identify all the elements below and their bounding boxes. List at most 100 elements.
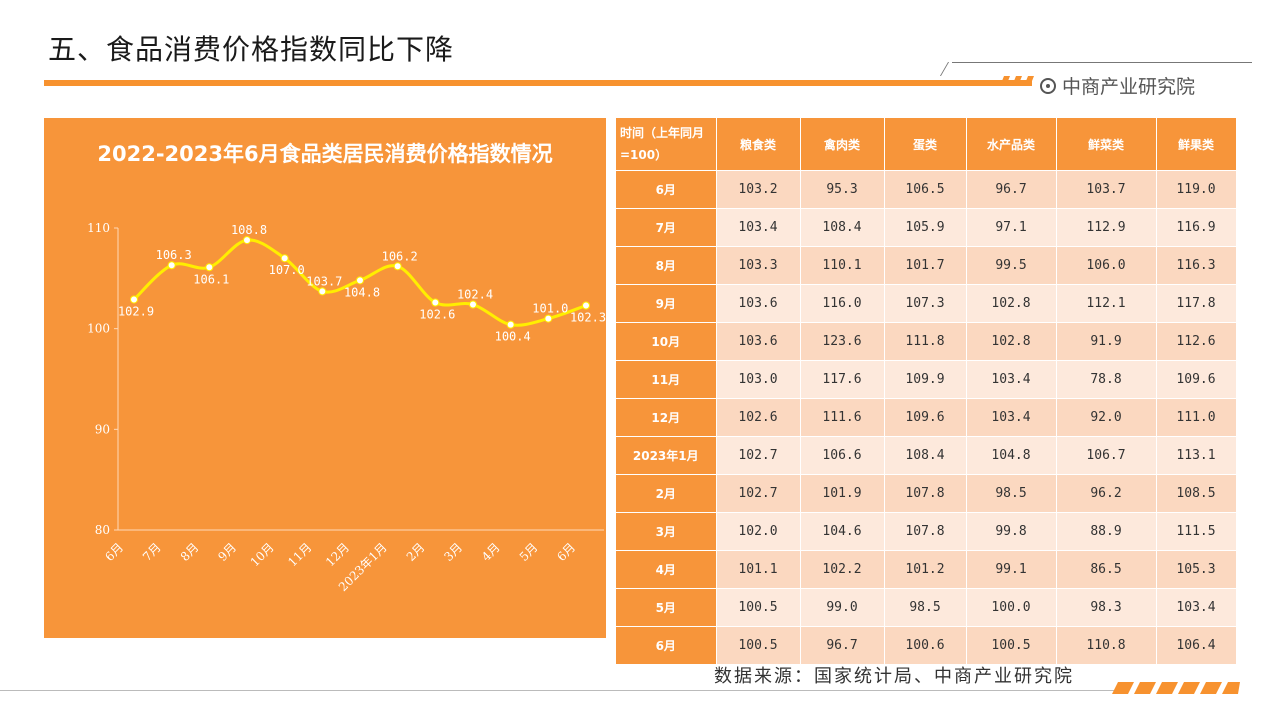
header-category: 水产品类 [966,118,1057,171]
table-cell: 88.9 [1056,512,1157,551]
data-point [280,254,289,263]
x-tick-label: 6月 [102,540,126,564]
table-row: 7月 103.4 108.4 105.9 97.1 112.9 116.9 [616,208,1237,247]
row-label: 9月 [616,284,717,323]
page-title: 五、食品消费价格指数同比下降 [48,33,455,66]
table-cell: 110.8 [1056,626,1157,664]
data-label: 102.4 [457,288,493,302]
table-cell: 103.0 [716,360,801,399]
table-cell: 108.5 [1156,474,1237,513]
table-cell: 95.3 [800,170,885,209]
x-tick-label: 7月 [140,540,164,564]
data-label: 101.0 [532,302,568,316]
table-cell: 104.8 [966,436,1057,475]
table-cell: 91.9 [1056,322,1157,361]
table-cell: 101.2 [884,550,967,589]
row-label: 2023年1月 [616,436,717,475]
table-cell: 112.6 [1156,322,1237,361]
table-cell: 123.6 [800,322,885,361]
brand-name: 中商产业研究院 [1062,76,1196,98]
table-row: 12月 102.6 111.6 109.6 103.4 92.0 111.0 [616,398,1237,437]
y-tick-label: 110 [87,221,110,235]
header-category: 鲜果类 [1156,118,1237,171]
price-index-table: 时间（上年同月=100） 粮食类 禽肉类 蛋类 水产品类 鲜菜类 鲜果类 6月 103.2 95… [616,118,1237,664]
row-label: 4月 [616,550,717,589]
table-cell: 105.3 [1156,550,1237,589]
table-cell: 109.6 [884,398,967,437]
data-point [582,301,590,310]
table-cell: 101.1 [716,550,801,589]
table-row: 2023年1月 102.7 106.6 108.4 104.8 106.7 113.1 [616,436,1237,475]
x-tick-label: 3月 [441,540,465,564]
table-cell: 106.6 [800,436,885,475]
table-cell: 111.5 [1156,512,1237,551]
table-row: 9月 103.6 116.0 107.3 102.8 112.1 117.8 [616,284,1237,323]
table-cell: 100.5 [716,588,801,627]
table-cell: 109.9 [884,360,967,399]
brand-target-icon [1040,77,1056,94]
table-cell: 103.7 [1056,170,1157,209]
data-label: 108.8 [231,223,267,237]
data-label: 106.1 [193,272,229,286]
table-header-row: 时间（上年同月=100） 粮食类 禽肉类 蛋类 水产品类 鲜菜类 鲜果类 [616,118,1237,171]
data-label: 104.8 [344,285,380,299]
table-cell: 116.3 [1156,246,1237,285]
table-cell: 105.9 [884,208,967,247]
table-body: 6月 103.2 95.3 106.5 96.7 103.7 119.0 7月 103.4 108… [616,170,1237,664]
table-cell: 119.0 [1156,170,1237,209]
x-tick-label: 9月 [215,540,239,564]
header-category: 鲜菜类 [1056,118,1157,171]
table-row: 4月 101.1 102.2 101.2 99.1 86.5 105.3 [616,550,1237,589]
table-cell: 102.7 [716,474,801,513]
table-cell: 102.8 [966,322,1057,361]
y-tick-label: 80 [95,523,110,537]
row-label: 11月 [616,360,717,399]
footer-line [0,690,1120,691]
header-time: 时间（上年同月=100） [616,118,717,171]
title-underline-bar [44,80,1032,86]
data-label: 103.7 [306,274,342,288]
chart-panel: 2022-2023年6月食品类居民消费价格指数情况 80 90 100 110 6月 7月… [44,118,606,638]
table-cell: 92.0 [1056,398,1157,437]
table-cell: 103.4 [1156,588,1237,627]
x-tick-label: 6月 [554,540,578,564]
table-row: 10月 103.6 123.6 111.8 102.8 91.9 112.6 [616,322,1237,361]
table-cell: 112.1 [1056,284,1157,323]
table-row: 11月 103.0 117.6 109.9 103.4 78.8 109.6 [616,360,1237,399]
table-cell: 106.7 [1056,436,1157,475]
y-tick-label: 100 [87,322,110,336]
table-cell: 101.7 [884,246,967,285]
table-cell: 102.8 [966,284,1057,323]
table-cell: 98.5 [884,588,967,627]
table-cell: 100.0 [966,588,1057,627]
table-cell: 99.8 [966,512,1057,551]
table-row: 8月 103.3 110.1 101.7 99.5 106.0 116.3 [616,246,1237,285]
table-cell: 111.6 [800,398,885,437]
data-point [130,295,138,304]
table-cell: 112.9 [1056,208,1157,247]
data-point [544,314,553,323]
table-cell: 101.9 [800,474,885,513]
table-cell: 78.8 [1056,360,1157,399]
header-deco-line [952,62,1252,63]
table-cell: 98.5 [966,474,1057,513]
table-cell: 103.3 [716,246,801,285]
data-point [356,276,364,285]
table-row: 6月 103.2 95.3 106.5 96.7 103.7 119.0 [616,170,1237,209]
table-cell: 106.5 [884,170,967,209]
row-label: 6月 [616,626,717,664]
table-row: 5月 100.5 99.0 98.5 100.0 98.3 103.4 [616,588,1237,627]
x-tick-label: 5月 [517,540,541,564]
data-point [469,300,477,309]
x-tick-label: 4月 [479,540,503,564]
data-point [205,263,214,272]
data-point [243,236,251,245]
table-cell: 108.4 [884,436,967,475]
x-tick-label: 12月 [323,540,352,569]
table-cell: 100.6 [884,626,967,664]
brand-logo: 中商产业研究院 [1040,72,1195,99]
x-tick-label: 11月 [285,540,314,569]
table-cell: 116.9 [1156,208,1237,247]
header-deco-diagonal [939,62,950,76]
table-cell: 102.6 [716,398,801,437]
